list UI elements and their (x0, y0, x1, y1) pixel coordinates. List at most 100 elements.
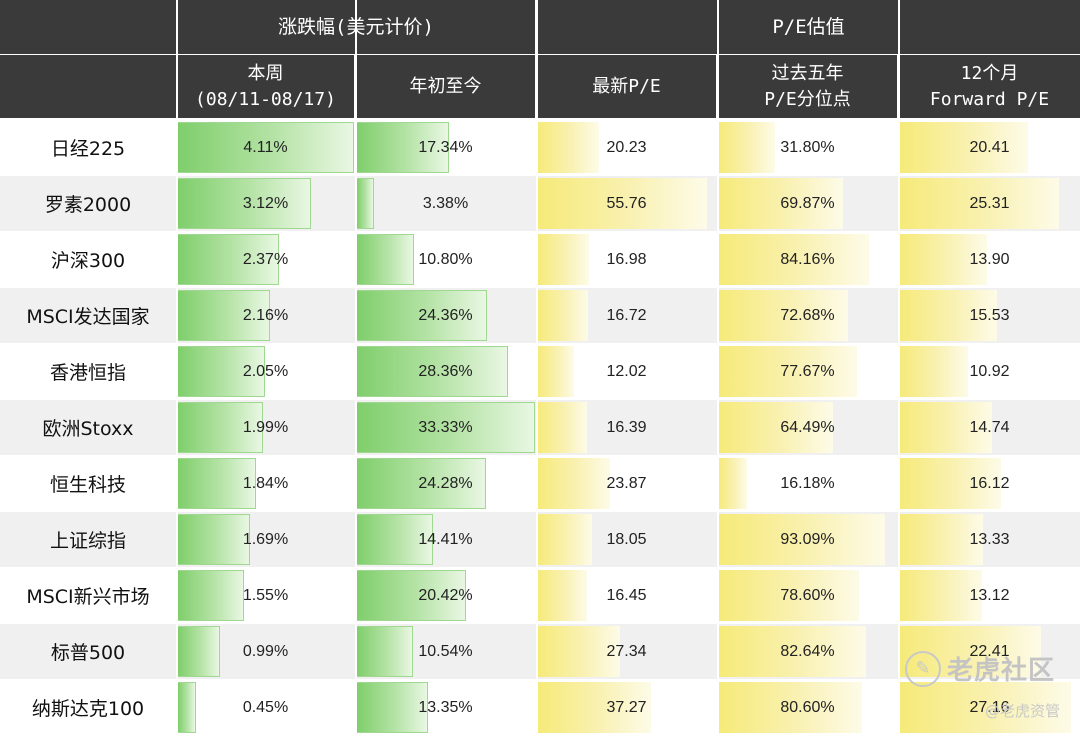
column-divider (717, 0, 719, 734)
bar-week (177, 178, 311, 229)
bar-pe (537, 402, 587, 453)
bar-pe (537, 234, 589, 285)
value-fwd: 13.90 (969, 250, 1010, 268)
cell-fwd: 13.33 (899, 512, 1080, 567)
value-pct: 64.49% (780, 418, 835, 436)
cell-week: 1.84% (177, 456, 354, 511)
value-pe: 16.45 (606, 586, 647, 604)
value-week: 4.11% (243, 138, 288, 156)
value-pe: 16.72 (606, 306, 647, 324)
value-pct: 72.68% (780, 306, 835, 324)
value-week: 2.16% (242, 306, 289, 324)
header-ytd: 年初至今 (356, 55, 535, 118)
header-pct-line1: 过去五年 (771, 62, 844, 84)
cell-week: 1.55% (177, 568, 354, 623)
value-ytd: 24.28% (418, 474, 473, 492)
value-ytd: 14.41% (418, 530, 473, 548)
bar-pe (537, 346, 574, 397)
value-pe: 37.27 (606, 698, 647, 716)
value-pct: 77.67% (780, 362, 835, 380)
bar-week (177, 234, 279, 285)
value-fwd: 15.53 (969, 306, 1010, 324)
value-pct: 16.18% (780, 474, 835, 492)
header-forward-pe: 12个月 Forward P/E (899, 55, 1080, 118)
bar-fwd (899, 290, 997, 341)
cell-ytd: 17.34% (356, 120, 535, 175)
cell-pct: 64.49% (718, 400, 897, 455)
cell-ytd: 20.42% (356, 568, 535, 623)
header-pct-line2: P/E分位点 (764, 88, 851, 110)
value-ytd: 10.54% (418, 642, 473, 660)
header-latest-pe: 最新P/E (537, 55, 716, 118)
value-week: 2.05% (242, 362, 289, 380)
bar-pct (718, 346, 857, 397)
bar-pe (537, 682, 651, 733)
bar-pct (718, 570, 859, 621)
header-fwd-line2: Forward P/E (929, 88, 1050, 110)
value-fwd: 25.31 (969, 194, 1010, 212)
bar-fwd (899, 458, 1001, 509)
bar-pct (718, 290, 848, 341)
cell-pe: 12.02 (537, 344, 716, 399)
value-fwd: 13.12 (969, 586, 1010, 604)
header-week-line2: (08/11-08/17) (195, 88, 336, 110)
bar-ytd (356, 402, 535, 453)
watermark: ✎ 老虎社区 (905, 650, 1055, 687)
cell-fwd: 27.16 (899, 680, 1080, 735)
cell-week: 2.05% (177, 344, 354, 399)
cell-fwd: 25.31 (899, 176, 1080, 231)
value-fwd: 13.33 (969, 530, 1010, 548)
value-fwd: 27.16 (969, 698, 1010, 716)
cell-pe: 16.39 (537, 400, 716, 455)
row-index-label: 欧洲Stoxx (42, 418, 134, 440)
cell-pct: 78.60% (718, 568, 897, 623)
bar-pct (718, 178, 843, 229)
tiger-logo-icon: ✎ (905, 650, 941, 687)
value-week: 0.99% (242, 642, 289, 660)
bar-ytd (356, 626, 413, 677)
cell-week: 0.99% (177, 624, 354, 679)
value-week: 2.37% (242, 250, 289, 268)
row-index-label: MSCI发达国家 (26, 306, 150, 328)
row-index-label: 恒生科技 (49, 474, 126, 496)
value-pe: 16.39 (606, 418, 647, 436)
bar-fwd (899, 570, 982, 621)
value-ytd: 17.34% (418, 138, 473, 156)
bar-ytd (356, 290, 487, 341)
header-week: 本周 (08/11-08/17) (177, 55, 354, 118)
bar-fwd (899, 346, 968, 397)
bar-pe (537, 514, 592, 565)
value-pct: 84.16% (780, 250, 835, 268)
cell-week: 4.11% (177, 120, 354, 175)
cell-pe: 20.23 (537, 120, 716, 175)
value-pct: 93.09% (780, 530, 835, 548)
cell-pct: 72.68% (718, 288, 897, 343)
bar-pe (537, 570, 587, 621)
bar-week (177, 346, 265, 397)
cell-pct: 31.80% (718, 120, 897, 175)
value-fwd: 20.41 (969, 138, 1010, 156)
row-index-label: 罗素2000 (44, 194, 132, 216)
cell-week: 1.99% (177, 400, 354, 455)
bar-fwd (899, 234, 987, 285)
value-week: 0.45% (242, 698, 289, 716)
cell-ytd: 33.33% (356, 400, 535, 455)
value-fwd: 10.92 (969, 362, 1010, 380)
bar-pct (718, 682, 862, 733)
cell-pe: 16.98 (537, 232, 716, 287)
value-pct: 69.87% (780, 194, 835, 212)
header-pe-percentile: 过去五年 P/E分位点 (718, 55, 897, 118)
cell-pe: 55.76 (537, 176, 716, 231)
column-divider (898, 0, 900, 734)
row-index-label: 标普500 (50, 642, 126, 664)
watermark-sub: @老虎资管 (985, 702, 1061, 720)
cell-ytd: 14.41% (356, 512, 535, 567)
bar-pct (718, 402, 833, 453)
cell-week: 3.12% (177, 176, 354, 231)
cell-ytd: 10.80% (356, 232, 535, 287)
value-pct: 78.60% (780, 586, 835, 604)
bar-week (177, 290, 270, 341)
bar-fwd (899, 178, 1059, 229)
bar-ytd (356, 458, 486, 509)
